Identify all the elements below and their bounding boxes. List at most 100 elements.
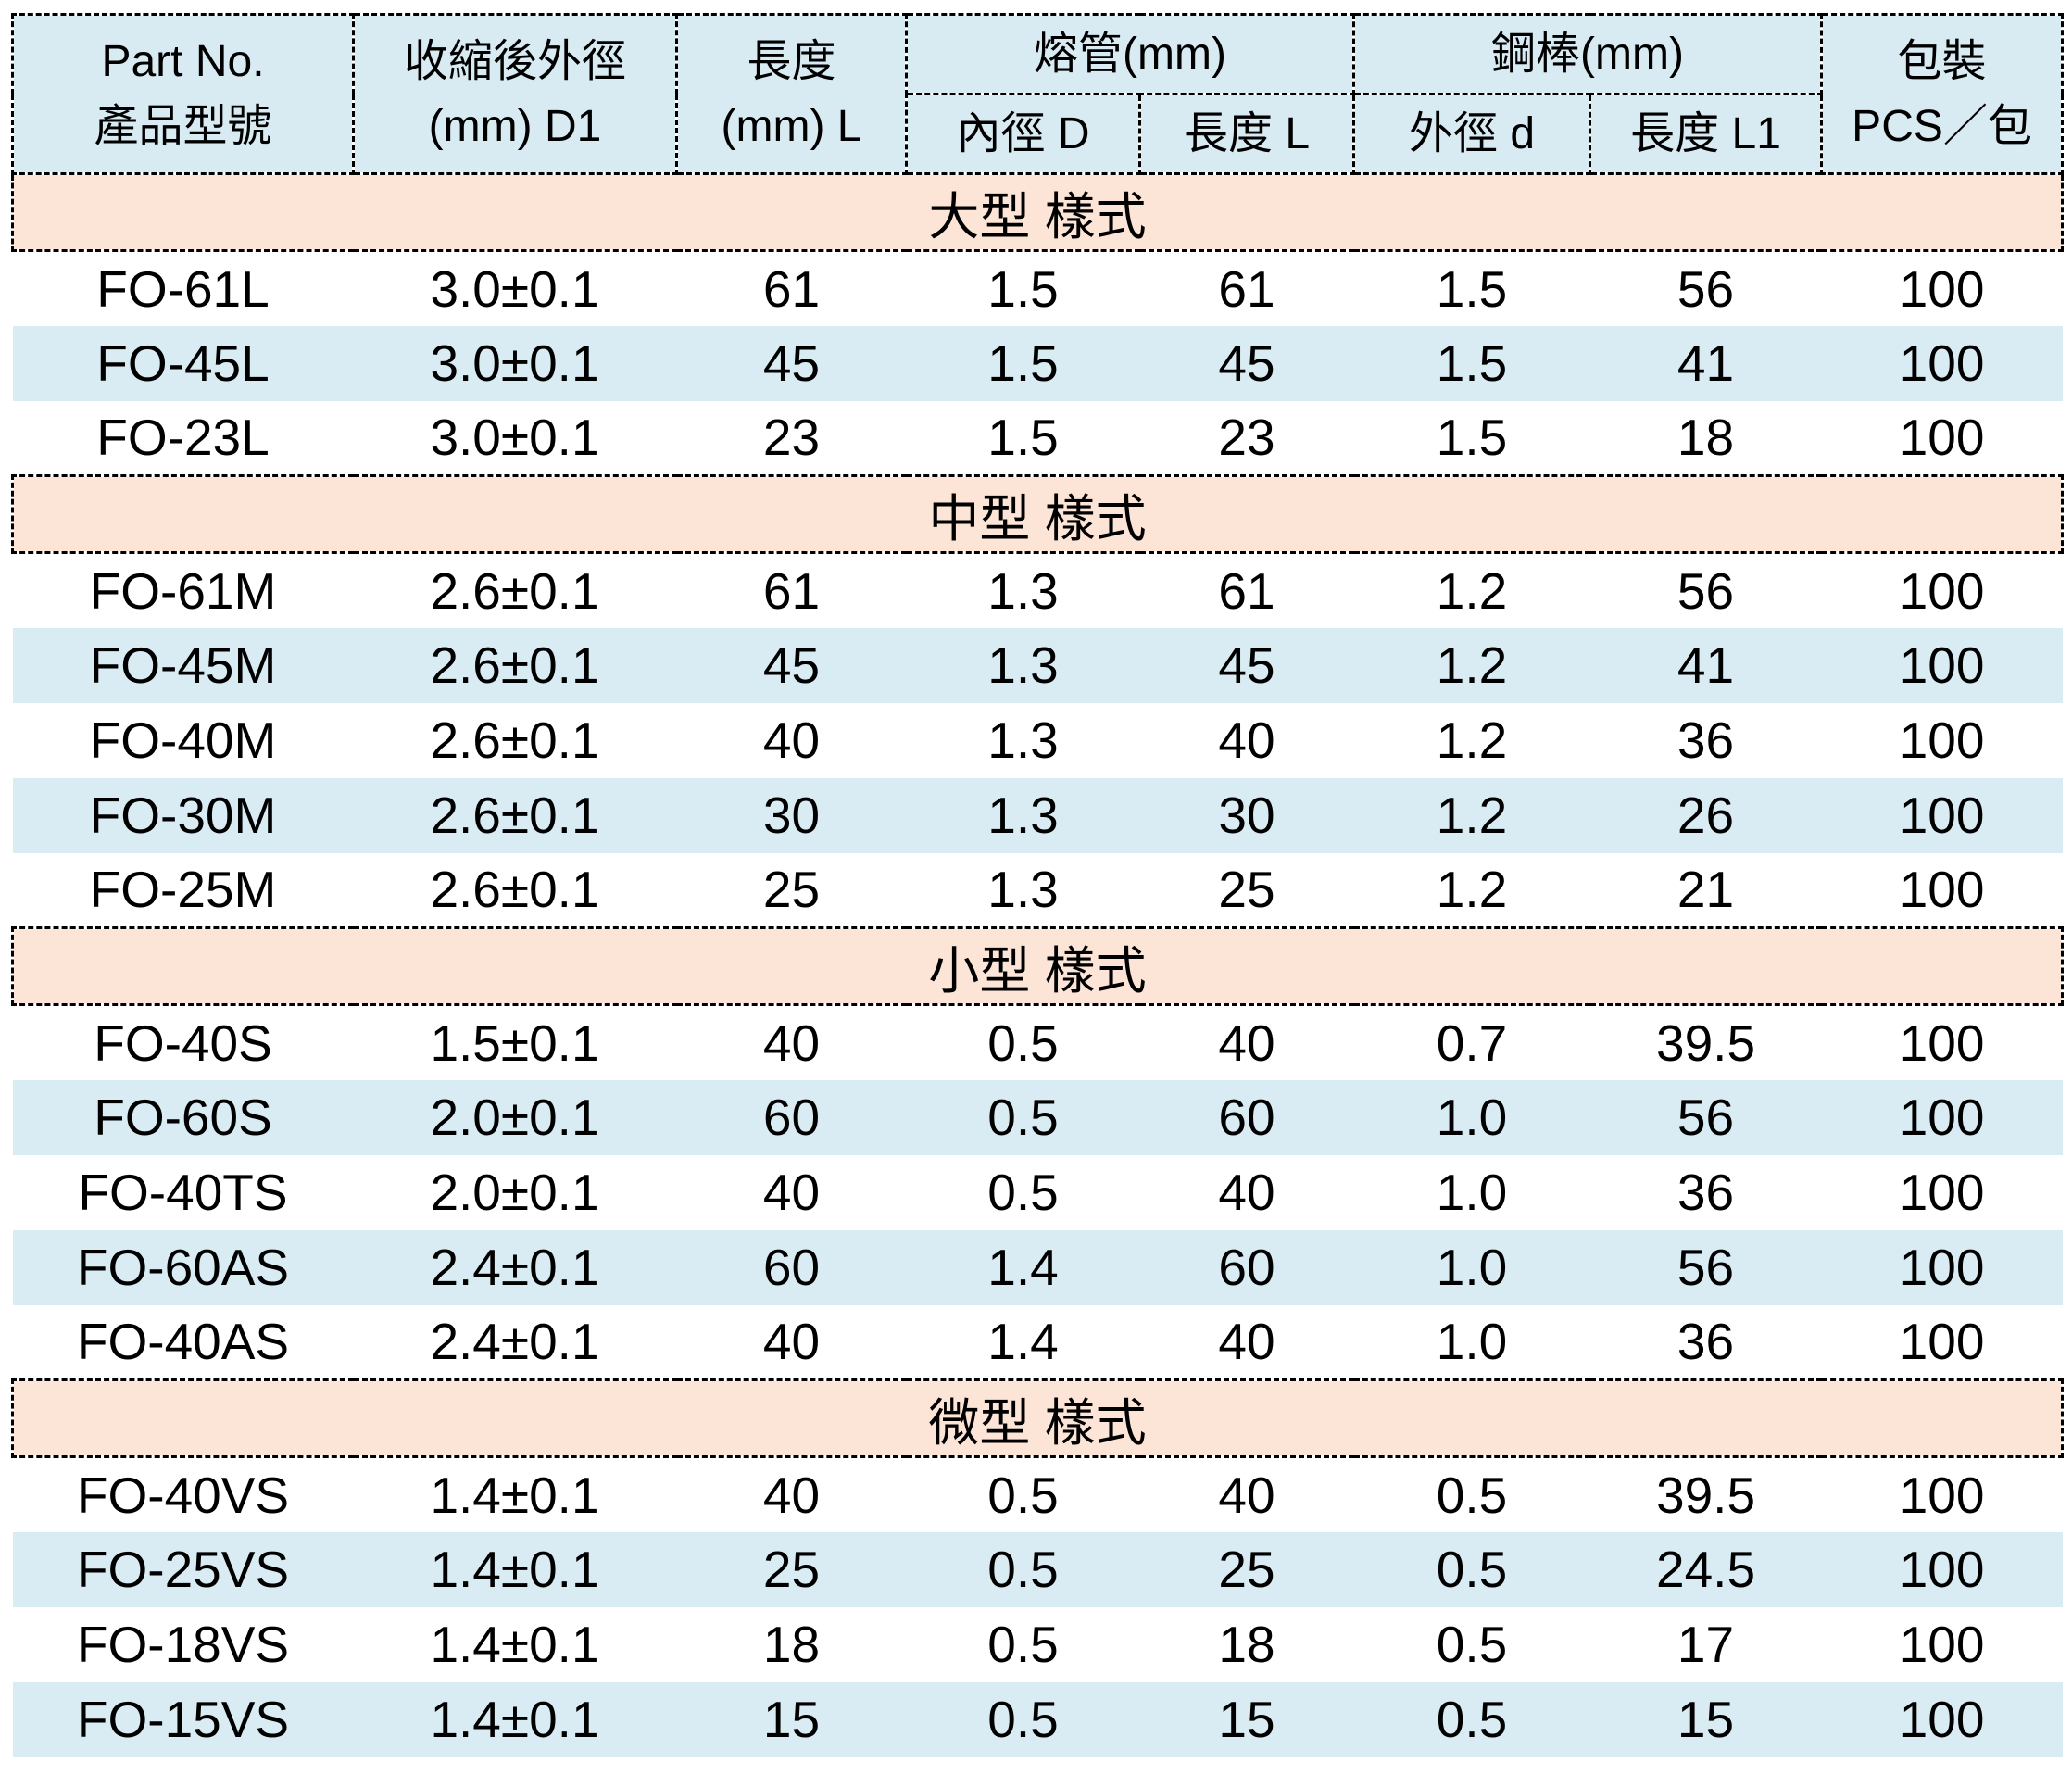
cell-length: 40 bbox=[762, 711, 821, 769]
cell-fuse-inner-diameter: 0.5 bbox=[987, 1616, 1059, 1673]
cell-length: 25 bbox=[762, 861, 821, 919]
cell-rod-outer-diameter: 1.0 bbox=[1436, 1313, 1508, 1371]
cell-fuse-inner-diameter: 1.3 bbox=[906, 777, 1140, 853]
cell-part-no: FO-61L bbox=[96, 259, 270, 318]
cell-shrink-od: 1.4±0.1 bbox=[353, 1531, 677, 1607]
cell-pack-qty: 100 bbox=[1899, 1616, 1985, 1673]
cell-shrink-od: 2.4±0.1 bbox=[430, 1313, 600, 1371]
cell-fuse-inner-diameter: 1.5 bbox=[987, 259, 1059, 318]
cell-rod-outer-diameter: 1.2 bbox=[1436, 561, 1508, 620]
cell-shrink-od: 2.6±0.1 bbox=[353, 777, 677, 853]
cell-shrink-od: 1.5±0.1 bbox=[430, 1013, 600, 1072]
header-part-no-en: Part No. bbox=[101, 36, 265, 86]
cell-shrink-od: 1.4±0.1 bbox=[430, 1616, 600, 1673]
cell-pack-qty: 100 bbox=[1899, 561, 1985, 620]
cell-rod-length: 36 bbox=[1676, 1313, 1735, 1371]
cell-length: 23 bbox=[762, 409, 821, 467]
table-row: FO-40VS 1.4±0.1 40 0.5 40 0.5 39.5 100 bbox=[13, 1457, 2063, 1532]
table-row: FO-40TS 2.0±0.1 40 0.5 40 1.0 36 100 bbox=[13, 1155, 2063, 1230]
cell-part-no: FO-60AS bbox=[12, 1229, 354, 1305]
section-row: 微型 樣式 bbox=[10, 1378, 2065, 1458]
cell-shrink-od: 2.0±0.1 bbox=[430, 1164, 600, 1221]
cell-part-no: FO-30M bbox=[12, 777, 354, 853]
cell-length: 45 bbox=[676, 627, 907, 703]
cell-rod-outer-diameter: 1.5 bbox=[1436, 409, 1508, 467]
cell-pack-qty: 100 bbox=[1899, 259, 1985, 318]
cell-length: 15 bbox=[676, 1681, 907, 1757]
header-fuse-inner-diameter: 內徑 D bbox=[905, 93, 1141, 175]
cell-part-no: FO-23L bbox=[96, 409, 270, 467]
cell-pack-qty: 100 bbox=[1821, 627, 2063, 703]
cell-shrink-od: 2.6±0.1 bbox=[430, 711, 600, 769]
cell-fuse-inner-diameter: 1.3 bbox=[987, 711, 1059, 769]
cell-rod-outer-diameter: 1.5 bbox=[1436, 259, 1508, 318]
cell-length: 45 bbox=[676, 325, 907, 401]
cell-rod-outer-diameter: 0.5 bbox=[1353, 1531, 1590, 1607]
cell-rod-outer-diameter: 1.2 bbox=[1353, 627, 1590, 703]
cell-fuse-length: 45 bbox=[1139, 627, 1354, 703]
cell-fuse-inner-diameter: 0.5 bbox=[906, 1681, 1140, 1757]
cell-fuse-length: 40 bbox=[1218, 1313, 1275, 1371]
cell-fuse-length: 18 bbox=[1218, 1616, 1275, 1673]
cell-fuse-inner-diameter: 1.5 bbox=[906, 325, 1140, 401]
section-label: 微型 樣式 bbox=[10, 1378, 2065, 1458]
cell-rod-outer-diameter: 0.5 bbox=[1436, 1466, 1508, 1524]
table-body: 大型 樣式 FO-61L 3.0±0.1 61 1.5 61 1.5 56 100 FO-45L 3… bbox=[10, 172, 2065, 1757]
cell-rod-length: 18 bbox=[1676, 409, 1735, 467]
cell-rod-outer-diameter: 0.7 bbox=[1436, 1013, 1508, 1072]
cell-rod-length: 21 bbox=[1676, 861, 1735, 919]
cell-rod-outer-diameter: 1.2 bbox=[1353, 777, 1590, 853]
cell-rod-length: 39.5 bbox=[1656, 1013, 1756, 1072]
cell-rod-length: 56 bbox=[1589, 1079, 1822, 1155]
cell-fuse-inner-diameter: 1.5 bbox=[987, 409, 1059, 467]
cell-fuse-inner-diameter: 1.4 bbox=[906, 1229, 1140, 1305]
cell-rod-outer-diameter: 1.5 bbox=[1353, 325, 1590, 401]
cell-length: 40 bbox=[762, 1313, 821, 1371]
cell-fuse-length: 40 bbox=[1218, 711, 1275, 769]
cell-fuse-inner-diameter: 0.5 bbox=[987, 1013, 1059, 1072]
cell-part-no: FO-40TS bbox=[78, 1164, 288, 1221]
cell-rod-length: 17 bbox=[1676, 1616, 1735, 1673]
cell-part-no: FO-25M bbox=[89, 861, 277, 919]
header-packing-label: 包裝 bbox=[1897, 36, 1987, 86]
cell-fuse-inner-diameter: 1.4 bbox=[987, 1313, 1059, 1371]
cell-rod-outer-diameter: 1.0 bbox=[1353, 1079, 1590, 1155]
section-row: 小型 樣式 bbox=[10, 926, 2065, 1006]
cell-rod-length: 36 bbox=[1676, 1164, 1735, 1221]
cell-pack-qty: 100 bbox=[1821, 1079, 2063, 1155]
cell-part-no: FO-40AS bbox=[76, 1313, 290, 1371]
cell-rod-outer-diameter: 1.0 bbox=[1353, 1229, 1590, 1305]
header-fuse-group: 熔管(mm) bbox=[904, 13, 1356, 95]
cell-length: 40 bbox=[762, 1466, 821, 1524]
section-label: 小型 樣式 bbox=[10, 926, 2065, 1006]
cell-length: 25 bbox=[676, 1531, 907, 1607]
table-row: FO-23L 3.0±0.1 23 1.5 23 1.5 18 100 bbox=[13, 401, 2063, 476]
cell-shrink-od: 3.0±0.1 bbox=[430, 409, 600, 467]
header-length: 長度 (mm) L bbox=[675, 13, 908, 175]
cell-pack-qty: 100 bbox=[1821, 777, 2063, 853]
header-length-unit: (mm) L bbox=[721, 101, 862, 151]
cell-rod-outer-diameter: 1.2 bbox=[1436, 711, 1508, 769]
cell-fuse-length: 30 bbox=[1139, 777, 1354, 853]
cell-part-no: FO-25VS bbox=[12, 1531, 354, 1607]
cell-fuse-length: 40 bbox=[1218, 1164, 1275, 1221]
cell-length: 40 bbox=[762, 1164, 821, 1221]
cell-shrink-od: 1.4±0.1 bbox=[430, 1466, 600, 1524]
cell-length: 61 bbox=[762, 561, 821, 620]
cell-shrink-od: 2.0±0.1 bbox=[353, 1079, 677, 1155]
cell-rod-length: 24.5 bbox=[1589, 1531, 1822, 1607]
table-row: FO-60S 2.0±0.1 60 0.5 60 1.0 56 100 bbox=[12, 1079, 2063, 1155]
header-shrink-od: 收縮後外徑 (mm) D1 bbox=[352, 13, 678, 175]
header-shrink-od-unit: (mm) D1 bbox=[428, 101, 602, 151]
cell-pack-qty: 100 bbox=[1899, 1013, 1985, 1072]
header-rod-outer-diameter: 外徑 d bbox=[1352, 93, 1592, 175]
cell-pack-qty: 100 bbox=[1899, 1164, 1985, 1221]
cell-fuse-length: 61 bbox=[1218, 561, 1275, 620]
cell-part-no: FO-61M bbox=[89, 561, 277, 620]
section-label: 中型 樣式 bbox=[10, 474, 2065, 554]
header-part-no-zh: 產品型號 bbox=[94, 101, 272, 151]
cell-rod-outer-diameter: 0.5 bbox=[1436, 1616, 1508, 1673]
cell-fuse-inner-diameter: 1.3 bbox=[906, 627, 1140, 703]
table-row: FO-25VS 1.4±0.1 25 0.5 25 0.5 24.5 100 bbox=[12, 1531, 2063, 1607]
table-row: FO-40AS 2.4±0.1 40 1.4 40 1.0 36 100 bbox=[13, 1305, 2063, 1380]
